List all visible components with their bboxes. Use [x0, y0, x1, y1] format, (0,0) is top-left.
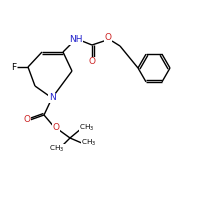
- Text: O: O: [88, 58, 96, 66]
- Text: N: N: [49, 94, 55, 102]
- Text: O: O: [24, 116, 30, 124]
- Text: CH$_3$: CH$_3$: [49, 144, 65, 154]
- Text: NH: NH: [69, 36, 83, 45]
- Text: CH$_3$: CH$_3$: [81, 138, 97, 148]
- Text: O: O: [52, 122, 60, 132]
- Text: F: F: [11, 62, 17, 72]
- Text: CH$_3$: CH$_3$: [79, 123, 95, 133]
- Text: O: O: [104, 33, 112, 43]
